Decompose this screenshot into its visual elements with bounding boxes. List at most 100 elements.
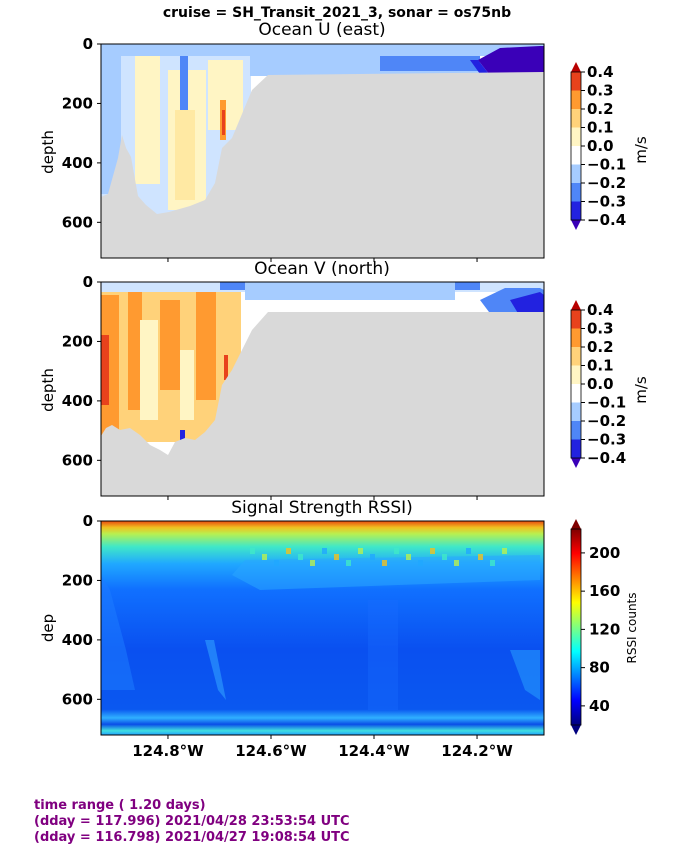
u-colorbar: 0.40.30.20.10.0−0.1−0.2−0.3−0.4 [570, 62, 626, 230]
footer-line-1: time range ( 1.20 days) [34, 798, 206, 813]
colorbar-extend-bottom [571, 220, 581, 230]
colorbar-segment [571, 164, 581, 184]
rssi-spot [310, 560, 315, 566]
rssi-colorbar: 200 160 120 80 40 [570, 519, 620, 735]
colorbar-tick-label: 0.1 [587, 357, 614, 375]
v-y-axis: 0 200 400 600 [62, 273, 101, 469]
colorbar-extend-bottom [571, 458, 581, 468]
rssi-colorbar-label: RSSI counts [625, 592, 639, 663]
rssi-spot [394, 548, 399, 554]
u-y-axis: 0 200 400 600 [62, 35, 101, 231]
panel-v-title: Ocean V (north) [254, 259, 390, 279]
colorbar-segment [571, 146, 581, 165]
colorbar-tick-label: 40 [589, 697, 610, 715]
time-range-footer: time range ( 1.20 days) (dday = 117.996)… [34, 798, 350, 846]
colorbar-tick-label: −0.2 [587, 412, 626, 430]
colorbar-tick-label: 0.0 [587, 137, 614, 155]
colorbar-segment [571, 310, 581, 329]
rssi-spot [490, 560, 495, 566]
rssi-ylabel: dep [39, 614, 57, 642]
colorbar-extend-top [571, 62, 581, 72]
colorbar-segment [571, 109, 581, 128]
colorbar-tick-label: 0.3 [587, 82, 614, 100]
v-field [101, 282, 544, 496]
colorbar-segment [571, 365, 581, 385]
v-axes-frame [100, 281, 545, 497]
v-colorbar: 0.40.30.20.10.0−0.1−0.2−0.3−0.4 [570, 300, 626, 468]
rssi-spot [382, 560, 387, 566]
rssi-spot [406, 554, 411, 560]
rssi-spot [286, 548, 291, 554]
colorbar-tick-label: −0.3 [587, 431, 626, 449]
u-x-ticks [167, 258, 478, 262]
rssi-spot [502, 548, 507, 554]
x-tick-label: 124.2°W [441, 742, 513, 760]
colorbar-gradient [571, 529, 581, 725]
colorbar-tick-label: 160 [589, 582, 620, 600]
rssi-spot [358, 548, 363, 554]
colorbar-tick-label: 80 [589, 659, 610, 677]
colorbar-tick-label: −0.3 [587, 193, 626, 211]
colorbar-segment [571, 328, 581, 348]
panel-rssi-title: Signal Strength RSSI) [231, 498, 413, 518]
panel-rssi: Signal Strength RSSI) 0 200 400 600 124.8°W… [39, 498, 639, 760]
colorbar-tick-label: 120 [589, 620, 620, 638]
colorbar-segment [571, 402, 581, 422]
y-tick-label: 200 [62, 94, 93, 112]
footer-line-2: (dday = 117.996) 2021/04/28 23:53:54 UTC [34, 814, 350, 829]
y-tick-label: 600 [62, 690, 93, 708]
rssi-spot [322, 548, 327, 554]
rssi-spot [442, 554, 447, 560]
rssi-spot [430, 548, 435, 554]
x-tick-label: 124.8°W [132, 742, 204, 760]
v-x-ticks [167, 496, 478, 500]
colorbar-segment [571, 201, 581, 221]
y-tick-label: 600 [62, 451, 93, 469]
colorbar-tick-label: 0.2 [587, 100, 614, 118]
colorbar-tick-label: −0.1 [587, 394, 626, 412]
footer-line-3: (dday = 116.798) 2021/04/27 19:08:54 UTC [34, 830, 350, 845]
colorbar-segment [571, 127, 581, 147]
rssi-spot [334, 554, 339, 560]
colorbar-tick-label: 0.0 [587, 375, 614, 393]
rssi-spot [454, 560, 459, 566]
colorbar-extend-bottom [571, 725, 581, 735]
colorbar-tick-label: 0.4 [587, 301, 614, 319]
rssi-spot [298, 554, 303, 560]
colorbar-segment [571, 90, 581, 110]
x-tick-label: 124.6°W [235, 742, 307, 760]
rssi-spot [274, 560, 279, 566]
rssi-spot [466, 548, 471, 554]
y-tick-label: 200 [62, 571, 93, 589]
rssi-field [101, 521, 544, 735]
colorbar-segment [571, 384, 581, 403]
rssi-spot [418, 560, 423, 566]
y-tick-label: 200 [62, 332, 93, 350]
y-tick-label: 400 [62, 392, 93, 410]
y-tick-label: 400 [62, 631, 93, 649]
rssi-spot [346, 560, 351, 566]
colorbar-tick-label: −0.4 [587, 449, 626, 467]
rssi-spot [262, 554, 267, 560]
y-tick-label: 0 [83, 512, 93, 530]
colorbar-extend-top [571, 519, 581, 529]
colorbar-tick-label: 0.3 [587, 320, 614, 338]
v-land-mask [101, 312, 544, 496]
figure-suptitle: cruise = SH_Transit_2021_3, sonar = os75… [163, 5, 511, 21]
rssi-y-axis: 0 200 400 600 [62, 512, 101, 708]
v-ylabel: depth [39, 368, 57, 412]
rssi-spot [370, 554, 375, 560]
u-colorbar-label: m/s [632, 136, 650, 164]
colorbar-tick-label: 0.4 [587, 63, 614, 81]
rssi-axes-frame [100, 520, 545, 736]
v-colorbar-label: m/s [632, 376, 650, 404]
colorbar-tick-label: −0.4 [587, 211, 626, 229]
colorbar-frame [570, 528, 582, 726]
u-field [101, 44, 544, 258]
y-tick-label: 0 [83, 273, 93, 291]
colorbar-segment [571, 347, 581, 366]
colorbar-segment [571, 421, 581, 440]
x-tick-label: 124.4°W [338, 742, 410, 760]
colorbar-tick-label: 0.1 [587, 119, 614, 137]
